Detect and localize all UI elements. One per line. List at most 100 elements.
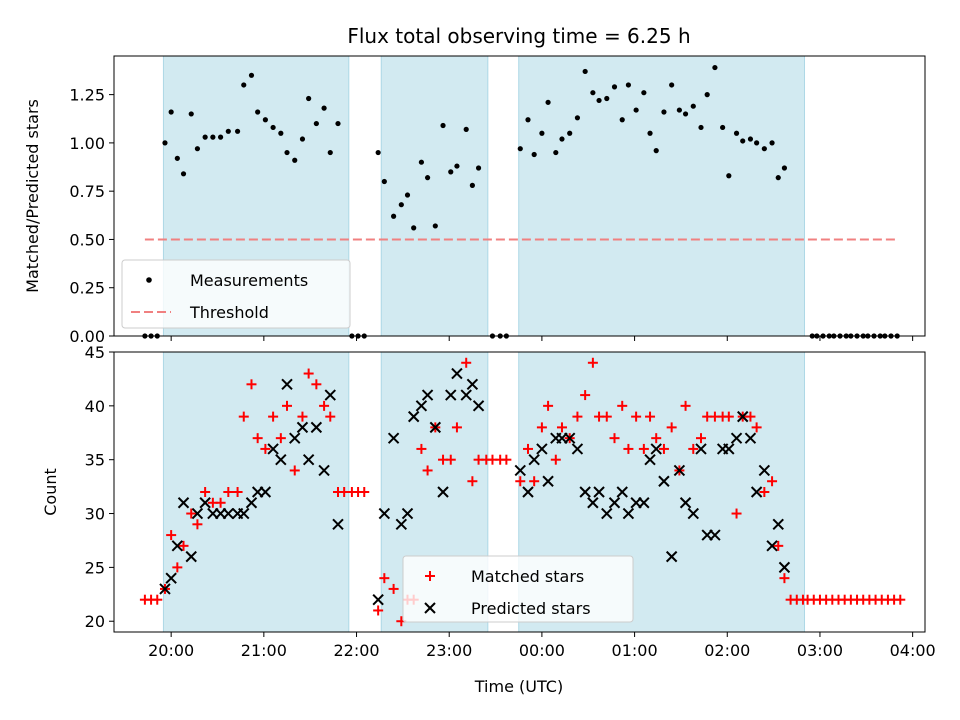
- legend-dot-marker: [146, 277, 152, 283]
- top-measurement-point: [596, 97, 602, 104]
- bottom-legend: Matched stars Predicted stars: [402, 555, 634, 623]
- bottom-predicted-point: [421, 389, 434, 401]
- bottom-predicted-point: [579, 486, 591, 498]
- bottom-predicted-point: [165, 572, 177, 584]
- top-measurement-point: [733, 130, 740, 136]
- bottom-matched-point: [319, 400, 330, 411]
- bottom-predicted-point: [522, 486, 534, 498]
- bottom-matched-point: [723, 411, 734, 422]
- bottom-matched-point: [268, 411, 279, 422]
- top-y-tick-label: 0.75: [69, 182, 105, 201]
- top-measurement-point: [381, 178, 387, 185]
- bottom-predicted-point: [737, 410, 749, 423]
- bottom-predicted-point: [171, 540, 184, 552]
- bottom-predicted-point: [332, 518, 344, 531]
- bottom-legend-item: Predicted stars: [424, 599, 591, 618]
- top-y-tick-label: 0.50: [69, 230, 105, 249]
- top-measurement-point: [669, 82, 675, 88]
- bottom-y-tick-label: 25: [85, 558, 105, 577]
- bottom-matched-point: [445, 454, 456, 465]
- bottom-predicted-point: [324, 389, 336, 401]
- top-measurement-point: [475, 165, 482, 171]
- bottom-matched-point: [759, 487, 770, 497]
- top-measurement-point: [210, 134, 216, 140]
- bottom-x-tick-label: 00:00: [519, 641, 565, 660]
- top-measurement-point: [539, 130, 545, 136]
- bottom-matched-point: [651, 433, 662, 444]
- top-measurement-point: [740, 138, 746, 144]
- bottom-matched-point: [767, 476, 778, 487]
- top-y-tick-label: 1.25: [69, 86, 105, 105]
- bottom-predicted-point: [310, 421, 323, 434]
- bottom-x-tick-label: 23:00: [426, 641, 472, 660]
- top-measurement-point: [625, 82, 632, 88]
- bottom-predicted-point: [437, 486, 449, 498]
- bottom-predicted-point: [644, 453, 656, 466]
- top-measurement-point: [517, 146, 523, 152]
- bottom-matched-point: [680, 400, 691, 411]
- bottom-matched-point: [645, 411, 656, 422]
- top-measurement-point: [463, 126, 469, 132]
- bottom-matched-point: [638, 443, 649, 454]
- bottom-matched-point: [522, 443, 533, 454]
- bottom-matched-point: [550, 454, 561, 465]
- bottom-matched-point: [282, 400, 293, 411]
- bottom-predicted-point: [318, 464, 330, 477]
- top-measurement-point: [391, 213, 397, 219]
- top-measurement-point: [619, 117, 625, 123]
- bottom-predicted-point: [658, 475, 670, 487]
- bottom-predicted-point: [159, 583, 171, 595]
- bottom-matched-point: [303, 368, 314, 379]
- top-legend-label: Threshold: [189, 303, 269, 322]
- chart-title: Flux total observing time = 6.25 h: [347, 24, 690, 48]
- top-measurement-point: [284, 149, 290, 156]
- bottom-legend-label: Matched stars: [471, 567, 584, 586]
- top-measurement-point: [574, 115, 581, 121]
- bottom-matched-point: [572, 411, 583, 422]
- top-measurement-point: [440, 122, 446, 129]
- bottom-predicted-point: [528, 453, 540, 466]
- top-measurement-point: [424, 175, 431, 181]
- top-measurement-point: [255, 109, 261, 115]
- bottom-predicted-point: [296, 421, 309, 434]
- top-measurement-point: [754, 140, 760, 146]
- bottom-matched-point: [166, 530, 177, 541]
- bottom-predicted-point: [302, 453, 315, 466]
- bottom-matched-point: [178, 540, 189, 551]
- bottom-predicted-point: [536, 443, 548, 455]
- bottom-y-tick-label: 20: [85, 612, 105, 631]
- bottom-y-tick-label: 35: [85, 451, 105, 470]
- top-measurement-point: [545, 99, 551, 105]
- bottom-matched-point: [192, 519, 203, 530]
- bottom-y-tick-label: 45: [85, 343, 105, 362]
- bottom-predicted-point: [563, 432, 576, 444]
- bottom-matched-point: [688, 443, 699, 454]
- top-measurement-point: [454, 163, 460, 169]
- bottom-predicted-point: [472, 400, 485, 412]
- top-measurement-point: [327, 149, 333, 156]
- bottom-predicted-point: [238, 507, 250, 520]
- bottom-matched-point: [311, 379, 322, 390]
- top-measurement-point: [321, 105, 327, 111]
- bottom-predicted-point: [445, 389, 457, 401]
- bottom-matched-point: [289, 465, 300, 476]
- top-legend-label: Measurements: [190, 271, 308, 290]
- bottom-matched-point: [515, 476, 526, 487]
- top-measurement-point: [306, 95, 312, 102]
- bottom-matched-point: [152, 594, 163, 605]
- bottom-predicted-point: [199, 497, 211, 509]
- bottom-panel: 20 25 30 35 40 45 20:00 21:00 22:00 23:00 00:00 01:…: [85, 343, 936, 660]
- top-y-axis-label: Matched/Predicted stars: [23, 99, 42, 293]
- top-measurement-point: [761, 146, 767, 152]
- top-measurement-point: [775, 175, 781, 181]
- bottom-matched-point: [373, 605, 384, 616]
- bottom-matched-point: [416, 443, 427, 454]
- bottom-matched-point: [731, 508, 742, 519]
- bottom-predicted-point: [587, 497, 599, 509]
- bottom-shade-band-0: [163, 352, 349, 632]
- bottom-predicted-point: [514, 464, 526, 477]
- bottom-matched-point: [536, 422, 547, 433]
- top-measurement-point: [582, 68, 588, 75]
- top-measurement-point: [202, 134, 208, 140]
- top-legend-item: Threshold: [131, 303, 269, 322]
